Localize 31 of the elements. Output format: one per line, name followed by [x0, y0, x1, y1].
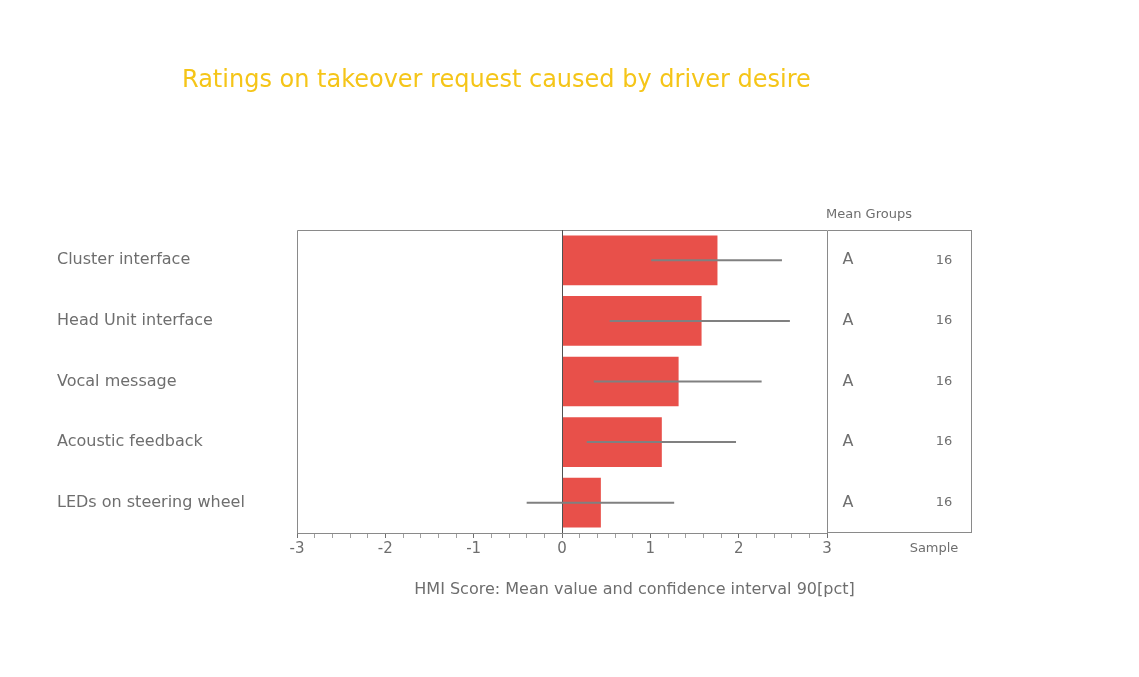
x-tick-label: -3 [289, 538, 305, 557]
x-tick-label: 0 [557, 538, 567, 557]
y-tick-label: Cluster interface [57, 249, 191, 269]
x-tick-label: 2 [733, 538, 744, 557]
bar [562, 296, 702, 346]
x-tick-label: 1 [645, 538, 656, 557]
text: Mean Groups [826, 206, 913, 222]
y-tick-label: LEDs on steering wheel [57, 491, 245, 511]
x-tick-label: 3 [822, 538, 832, 557]
bar [562, 235, 718, 286]
y-tick-label: Head Unit interface [57, 310, 213, 330]
bar [562, 477, 601, 528]
x-tick-label: -1 [466, 538, 482, 557]
text: 16 [935, 433, 953, 449]
text: A [842, 431, 854, 451]
text: 16 [935, 372, 953, 388]
y-tick-label: Acoustic feedback [57, 431, 204, 451]
x-axis-title: HMI Score: Mean value and confidence interval 90[pct] [414, 579, 855, 599]
text: 16 [935, 494, 953, 510]
text: A [842, 491, 854, 511]
text: 16 [935, 251, 953, 267]
bar [562, 417, 662, 467]
text: Sample [909, 540, 959, 556]
text: A [842, 370, 854, 390]
text: 16 [935, 312, 953, 328]
x-tick-label: -2 [377, 538, 393, 557]
text: A [842, 249, 854, 269]
text: A [842, 310, 854, 330]
y-tick-label: Vocal message [57, 370, 177, 390]
bar [562, 356, 679, 407]
chart-title: Ratings on takeover request caused by driver desire [182, 65, 811, 94]
